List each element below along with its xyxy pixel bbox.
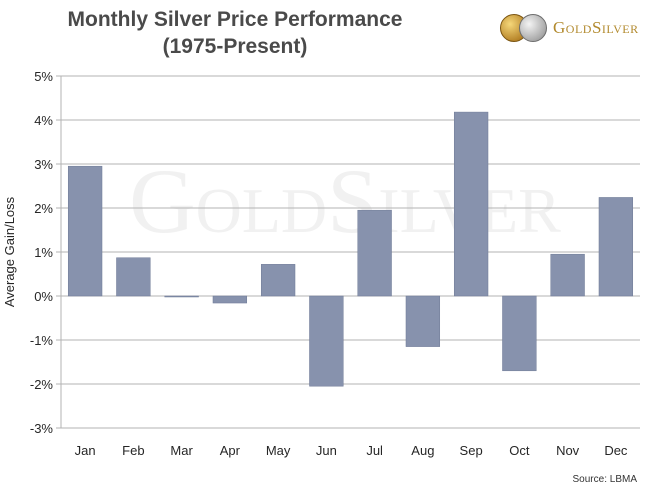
x-tick-label: Oct xyxy=(509,443,530,458)
y-tick-label: -3% xyxy=(30,421,54,436)
goldsilver-logo: GoldSilver xyxy=(500,14,639,42)
bar-mar xyxy=(164,295,199,298)
x-tick-label: Sep xyxy=(460,443,483,458)
chart-title-line-2: (1975-Present) xyxy=(162,35,308,58)
bar-jun xyxy=(309,295,344,387)
y-tick-label: -2% xyxy=(30,377,54,392)
bar-dec xyxy=(598,197,634,297)
bar-aug xyxy=(405,295,441,347)
bar-sep xyxy=(453,111,489,297)
y-tick-label: 3% xyxy=(34,157,53,172)
x-tick-label: Jul xyxy=(366,443,383,458)
x-tick-label: Aug xyxy=(411,443,434,458)
x-tick-label: May xyxy=(266,443,291,458)
bar-jul xyxy=(357,209,392,297)
chart-title-line-1: Monthly Silver Price Performance xyxy=(67,8,403,31)
x-tick-label: Jan xyxy=(75,443,96,458)
y-tick-label: 1% xyxy=(34,245,53,260)
bar-jan xyxy=(67,165,103,297)
x-tick-label: Mar xyxy=(170,443,193,458)
x-tick-label: Apr xyxy=(220,443,241,458)
silver-coin-icon xyxy=(519,14,547,42)
bar-apr xyxy=(212,295,248,304)
y-tick-label: 4% xyxy=(34,113,53,128)
bar-nov xyxy=(550,253,585,297)
y-tick-label: 2% xyxy=(34,201,53,216)
logo-text: GoldSilver xyxy=(553,18,639,37)
x-tick-label: Dec xyxy=(604,443,628,458)
y-tick-label: -1% xyxy=(30,333,54,348)
x-tick-label: Nov xyxy=(556,443,580,458)
bar-oct xyxy=(502,295,537,372)
bar-feb xyxy=(116,257,151,297)
y-tick-label: 0% xyxy=(34,289,53,304)
watermark-text: GoldSilver xyxy=(129,150,561,252)
chart-title: Monthly Silver Price Performance (1975-P… xyxy=(0,6,470,60)
y-tick-label: 5% xyxy=(34,69,53,84)
source-note: Source: LBMA xyxy=(572,474,637,485)
y-axis-label: Average Gain/Loss xyxy=(2,196,17,307)
bar-may xyxy=(260,264,296,297)
x-tick-label: Jun xyxy=(316,443,337,458)
x-tick-label: Feb xyxy=(122,443,144,458)
